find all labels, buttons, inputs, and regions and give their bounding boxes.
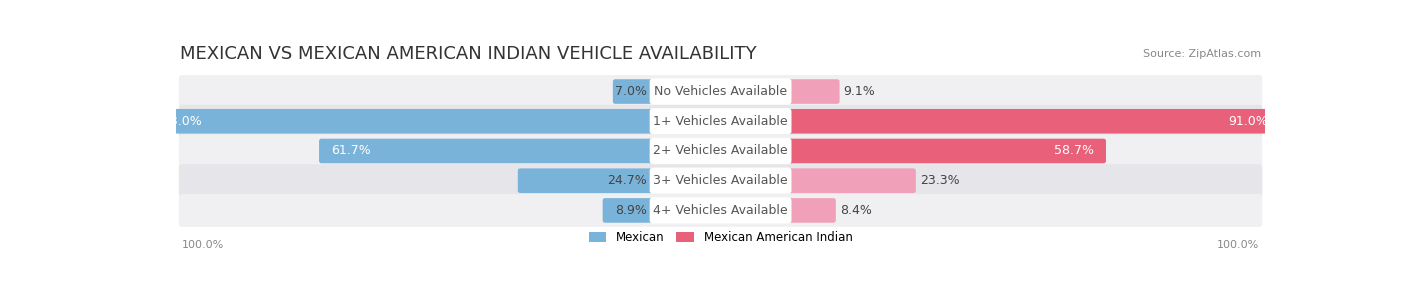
Text: 9.1%: 9.1% bbox=[844, 85, 875, 98]
Text: MEXICAN VS MEXICAN AMERICAN INDIAN VEHICLE AVAILABILITY: MEXICAN VS MEXICAN AMERICAN INDIAN VEHIC… bbox=[180, 45, 756, 63]
Text: 100.0%: 100.0% bbox=[181, 240, 224, 250]
Text: 100.0%: 100.0% bbox=[1218, 240, 1260, 250]
FancyBboxPatch shape bbox=[786, 79, 839, 104]
Text: 3+ Vehicles Available: 3+ Vehicles Available bbox=[654, 174, 787, 187]
Text: 8.9%: 8.9% bbox=[614, 204, 647, 217]
FancyBboxPatch shape bbox=[786, 198, 835, 223]
Text: 61.7%: 61.7% bbox=[330, 144, 370, 158]
Text: 23.3%: 23.3% bbox=[920, 174, 959, 187]
FancyBboxPatch shape bbox=[650, 108, 792, 134]
Text: 8.4%: 8.4% bbox=[839, 204, 872, 217]
FancyBboxPatch shape bbox=[603, 198, 655, 223]
Text: 93.0%: 93.0% bbox=[163, 115, 202, 128]
Text: No Vehicles Available: No Vehicles Available bbox=[654, 85, 787, 98]
FancyBboxPatch shape bbox=[786, 109, 1279, 134]
FancyBboxPatch shape bbox=[319, 139, 655, 163]
FancyBboxPatch shape bbox=[179, 194, 1263, 227]
FancyBboxPatch shape bbox=[179, 164, 1263, 197]
Text: 58.7%: 58.7% bbox=[1054, 144, 1094, 158]
FancyBboxPatch shape bbox=[650, 197, 792, 223]
Text: 7.0%: 7.0% bbox=[614, 85, 647, 98]
Legend: Mexican, Mexican American Indian: Mexican, Mexican American Indian bbox=[583, 226, 858, 249]
Text: 91.0%: 91.0% bbox=[1227, 115, 1268, 128]
Text: 24.7%: 24.7% bbox=[607, 174, 647, 187]
FancyBboxPatch shape bbox=[650, 138, 792, 164]
FancyBboxPatch shape bbox=[786, 139, 1107, 163]
FancyBboxPatch shape bbox=[517, 168, 655, 193]
FancyBboxPatch shape bbox=[786, 168, 915, 193]
FancyBboxPatch shape bbox=[650, 168, 792, 194]
FancyBboxPatch shape bbox=[179, 75, 1263, 108]
FancyBboxPatch shape bbox=[613, 79, 655, 104]
FancyBboxPatch shape bbox=[150, 109, 655, 134]
FancyBboxPatch shape bbox=[650, 78, 792, 105]
Text: 2+ Vehicles Available: 2+ Vehicles Available bbox=[654, 144, 787, 158]
Text: Source: ZipAtlas.com: Source: ZipAtlas.com bbox=[1143, 49, 1261, 59]
Text: 4+ Vehicles Available: 4+ Vehicles Available bbox=[654, 204, 787, 217]
Text: 1+ Vehicles Available: 1+ Vehicles Available bbox=[654, 115, 787, 128]
FancyBboxPatch shape bbox=[179, 135, 1263, 167]
FancyBboxPatch shape bbox=[179, 105, 1263, 138]
